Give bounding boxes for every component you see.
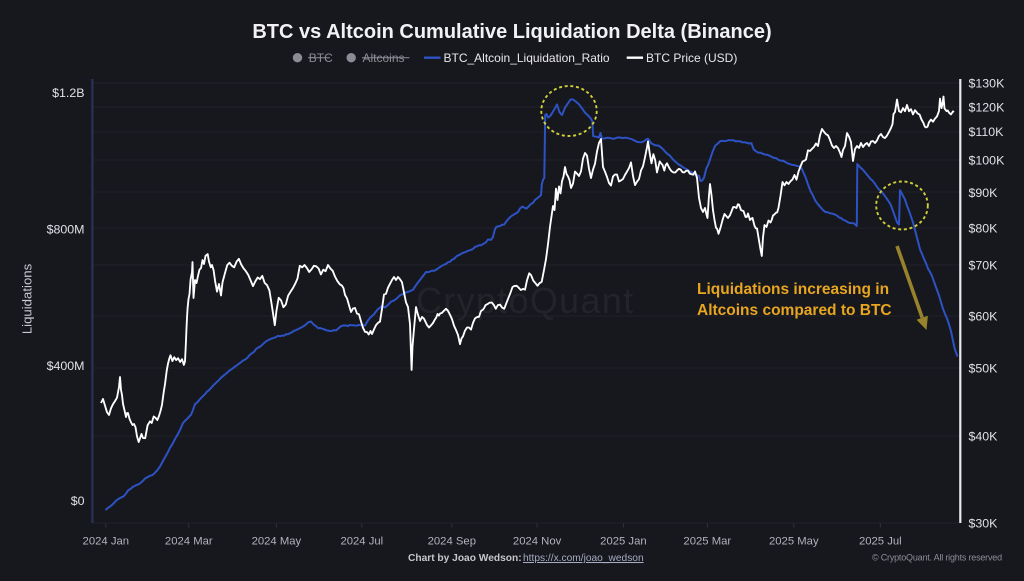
svg-text:$70K: $70K xyxy=(969,259,999,273)
svg-text:2024 Jul: 2024 Jul xyxy=(340,535,383,547)
svg-text:2025 Jul: 2025 Jul xyxy=(859,535,902,547)
svg-text:$0: $0 xyxy=(71,494,85,508)
svg-text:2025 May: 2025 May xyxy=(769,535,819,547)
svg-text:$60K: $60K xyxy=(969,310,999,324)
svg-text:$90K: $90K xyxy=(969,186,999,200)
svg-text:2024 Mar: 2024 Mar xyxy=(165,535,213,547)
svg-text:Liquidations: Liquidations xyxy=(19,263,34,334)
svg-text:BTC vs Altcoin Cumulative Liqu: BTC vs Altcoin Cumulative Liquidation De… xyxy=(252,21,771,43)
svg-text:$50K: $50K xyxy=(969,362,999,376)
svg-text:$110K: $110K xyxy=(969,125,1005,139)
svg-text:$120K: $120K xyxy=(969,100,1006,114)
svg-text:https://x.com/joao_wedson: https://x.com/joao_wedson xyxy=(523,553,644,564)
svg-text:$80K: $80K xyxy=(969,221,999,235)
svg-text:BTC Price (USD): BTC Price (USD) xyxy=(646,51,737,65)
svg-text:$800M: $800M xyxy=(47,222,85,236)
svg-text:2024 Nov: 2024 Nov xyxy=(513,535,562,547)
svg-text:Liquidations increasing in: Liquidations increasing in xyxy=(697,281,889,298)
svg-text:2024 Sep: 2024 Sep xyxy=(428,535,476,547)
svg-text:$130K: $130K xyxy=(969,76,1006,90)
svg-text:CryptoQuant: CryptoQuant xyxy=(416,280,634,321)
svg-text:2024 May: 2024 May xyxy=(252,535,302,547)
svg-text:$400M: $400M xyxy=(47,359,85,373)
svg-text:$30K: $30K xyxy=(969,516,999,530)
svg-text:© CryptoQuant. All rights rese: © CryptoQuant. All rights reserved xyxy=(872,553,1002,563)
svg-text:$1.2B: $1.2B xyxy=(52,86,84,100)
svg-text:$40K: $40K xyxy=(969,430,999,444)
svg-text:Chart by Joao Wedson:: Chart by Joao Wedson: xyxy=(408,553,522,564)
svg-text:2024 Jan: 2024 Jan xyxy=(83,535,129,547)
svg-text:BTC_Altcoin_Liquidation_Ratio: BTC_Altcoin_Liquidation_Ratio xyxy=(444,51,610,65)
svg-text:2025 Mar: 2025 Mar xyxy=(683,535,731,547)
svg-text:Altcoins compared to BTC: Altcoins compared to BTC xyxy=(697,302,892,319)
svg-text:2025 Jan: 2025 Jan xyxy=(600,535,646,547)
svg-text:$100K: $100K xyxy=(969,153,1006,167)
